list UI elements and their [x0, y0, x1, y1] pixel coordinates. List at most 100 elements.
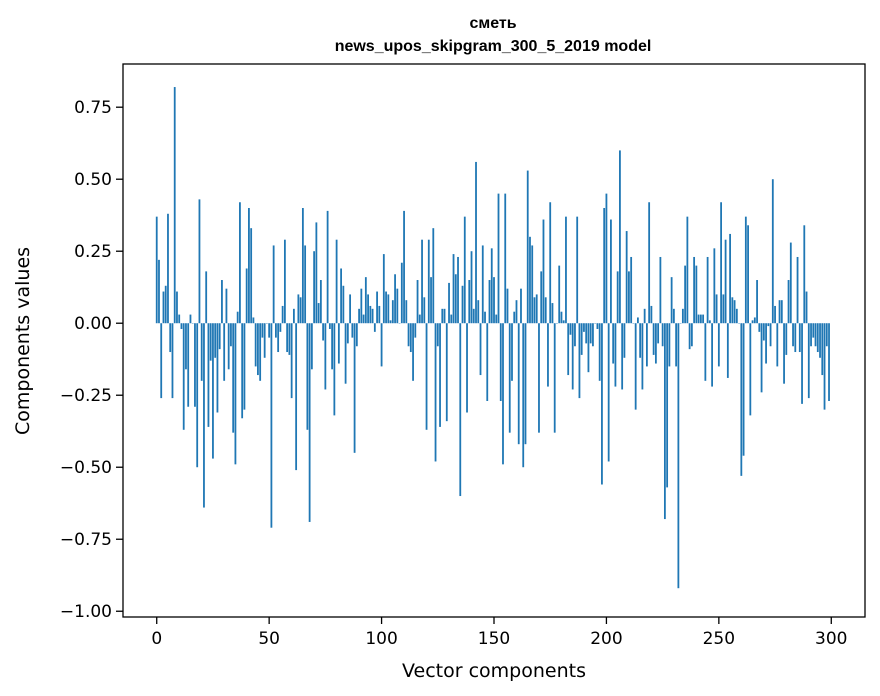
- bar: [668, 323, 671, 367]
- bar: [630, 256, 633, 324]
- bar: [344, 323, 347, 384]
- bar: [758, 323, 761, 332]
- bar: [702, 314, 705, 324]
- bar: [585, 323, 588, 344]
- bar: [699, 314, 702, 324]
- bar: [319, 280, 322, 324]
- bar: [771, 179, 774, 324]
- bar: [612, 323, 615, 364]
- bar: [789, 242, 792, 324]
- bar: [346, 323, 349, 344]
- bar: [488, 280, 491, 324]
- bar: [596, 323, 599, 329]
- bar: [466, 323, 468, 413]
- bar: [825, 323, 828, 347]
- bar: [232, 323, 235, 433]
- bar: [209, 323, 212, 361]
- bar: [807, 323, 810, 399]
- bar: [794, 323, 797, 353]
- bar: [268, 323, 271, 338]
- bar: [796, 256, 799, 324]
- bar: [751, 320, 754, 324]
- bar: [351, 323, 354, 338]
- bar: [776, 323, 779, 367]
- bar: [511, 323, 513, 381]
- bar: [167, 213, 169, 324]
- bar: [198, 199, 201, 324]
- bar: [798, 323, 801, 353]
- bar: [643, 308, 646, 324]
- bar: [605, 193, 608, 324]
- bar: [225, 288, 228, 324]
- bar: [502, 323, 504, 465]
- bar: [221, 280, 223, 324]
- bar: [672, 308, 675, 324]
- x-tick-label: 150: [478, 629, 510, 649]
- bar: [326, 210, 329, 324]
- bar: [216, 323, 219, 413]
- bar: [544, 297, 547, 324]
- bar: [203, 323, 205, 508]
- x-tick-label: 50: [258, 629, 280, 649]
- bar: [583, 323, 585, 332]
- bar: [283, 239, 286, 324]
- bars-group: [155, 87, 830, 589]
- bar: [360, 288, 363, 324]
- x-tick-label: 0: [151, 629, 162, 649]
- bar: [760, 323, 763, 393]
- bar: [497, 193, 500, 324]
- bar: [234, 323, 237, 465]
- bar: [162, 291, 165, 324]
- bar: [522, 323, 525, 468]
- bar: [580, 323, 583, 355]
- bar: [697, 314, 700, 324]
- chart-subtitle: news_upos_skipgram_300_5_2019 model: [335, 38, 652, 55]
- bar: [524, 323, 527, 445]
- bar: [587, 323, 590, 373]
- bar: [623, 323, 626, 358]
- bar: [828, 323, 830, 401]
- bar: [495, 314, 498, 324]
- bar: [187, 323, 190, 407]
- bar: [571, 323, 574, 390]
- bar: [194, 323, 196, 407]
- bar: [405, 300, 408, 324]
- bar: [733, 300, 736, 324]
- bar: [263, 323, 266, 358]
- x-tick-label: 100: [365, 629, 397, 649]
- bar: [279, 323, 282, 332]
- bar: [567, 323, 570, 376]
- bar: [380, 323, 383, 367]
- plot-frame: [122, 63, 866, 618]
- bar: [434, 323, 437, 462]
- bar: [409, 323, 412, 353]
- x-tick-label: 250: [703, 629, 735, 649]
- bar: [394, 274, 396, 324]
- bar: [610, 219, 612, 324]
- bar: [448, 282, 450, 324]
- bar: [430, 277, 432, 324]
- bar: [463, 216, 466, 324]
- bar: [176, 291, 178, 324]
- bar: [722, 294, 725, 324]
- bar: [515, 300, 518, 324]
- bar: [735, 308, 738, 324]
- bar: [812, 323, 815, 338]
- y-axis-label: Components values: [12, 247, 34, 435]
- bar: [317, 303, 320, 324]
- bar: [720, 202, 722, 324]
- bar: [529, 236, 531, 324]
- bar: [493, 277, 495, 324]
- bar: [396, 288, 399, 324]
- bar: [654, 323, 657, 364]
- bar: [693, 256, 696, 324]
- bar: [250, 228, 253, 324]
- bar: [387, 294, 390, 324]
- chart-title: сметь: [469, 15, 516, 32]
- bar: [378, 305, 381, 324]
- bar: [646, 323, 648, 367]
- bar: [335, 239, 338, 324]
- x-axis-ticks: 0 50 100 150 200 250 300: [151, 617, 847, 649]
- bar: [729, 233, 731, 324]
